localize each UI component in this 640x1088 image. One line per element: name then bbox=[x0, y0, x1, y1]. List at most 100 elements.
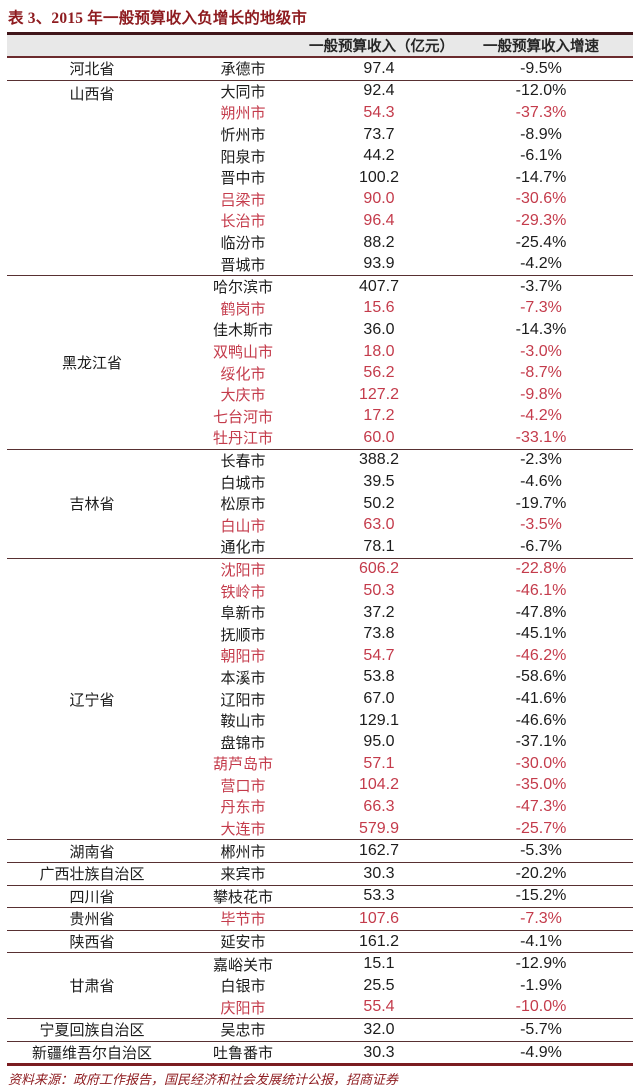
city-cell: 白银市 bbox=[220, 979, 266, 996]
city-cell: 毕节市 bbox=[177, 907, 309, 931]
table-row: 七台河市 17.2 -4.2% bbox=[7, 406, 633, 428]
revenue-cell: 39.5 bbox=[363, 473, 395, 491]
province-cell: 陕西省 bbox=[7, 929, 177, 953]
revenue-cell: 60.0 bbox=[363, 428, 395, 446]
revenue-cell: 66.3 bbox=[363, 797, 395, 815]
table-row: 白城市 39.5 -4.6% bbox=[7, 471, 633, 493]
growth-cell: -14.3% bbox=[515, 320, 567, 338]
city-cell: 来宾市 bbox=[177, 861, 309, 886]
table-title: 表 3、2015 年一般预算收入负增长的地级市 bbox=[8, 10, 308, 27]
table-row: 白银市 25.5 -1.9% bbox=[7, 975, 633, 997]
revenue-cell: 25.5 bbox=[363, 976, 395, 994]
table-row: 绥化市 56.2 -8.7% bbox=[7, 362, 633, 384]
table-row: 吉林省 长春市 388.2 -2.3% bbox=[7, 448, 633, 559]
title-rule bbox=[7, 32, 633, 35]
table-row: 晋城市 93.9 -4.2% bbox=[7, 253, 633, 275]
city-cell: 白山市 bbox=[220, 518, 266, 535]
revenue-cell: 15.1 bbox=[309, 952, 449, 975]
city-cell: 白城市 bbox=[220, 475, 266, 492]
table-row: 盘锦市 95.0 -37.1% bbox=[7, 731, 633, 753]
table-row: 宁夏回族自治区 吴忠市 32.0 -5.7% bbox=[7, 1018, 633, 1042]
table-row: 朝阳市 54.7 -46.2% bbox=[7, 645, 633, 667]
city-cell: 承德市 bbox=[220, 62, 266, 79]
table-row: 忻州市 73.7 -8.9% bbox=[7, 124, 633, 146]
table-row: 大庆市 127.2 -9.8% bbox=[7, 384, 633, 406]
revenue-cell: 407.7 bbox=[309, 274, 449, 298]
table-row: 松原市 50.2 -19.7% bbox=[7, 493, 633, 515]
growth-cell: -58.6% bbox=[515, 668, 567, 686]
growth-cell: -5.7% bbox=[449, 1018, 633, 1042]
table-row: 湖南省 郴州市 162.7 -5.3% bbox=[7, 839, 633, 863]
revenue-cell: 606.2 bbox=[309, 557, 449, 581]
revenue-cell: 18.0 bbox=[363, 342, 395, 360]
growth-cell: -2.3% bbox=[449, 448, 633, 472]
table-row: 抚顺市 73.8 -45.1% bbox=[7, 623, 633, 645]
growth-cell: -1.9% bbox=[520, 976, 562, 994]
revenue-cell: 67.0 bbox=[363, 690, 395, 708]
table-row: 长治市 96.4 -29.3% bbox=[7, 210, 633, 232]
header-growth-cell: 一般预算收入增速 bbox=[449, 35, 633, 58]
city-cell: 吐鲁番市 bbox=[177, 1040, 309, 1064]
revenue-cell: 54.7 bbox=[363, 646, 395, 664]
province-cell: 山西省 bbox=[7, 79, 177, 276]
revenue-cell: 50.3 bbox=[363, 582, 395, 600]
revenue-cell: 78.1 bbox=[363, 537, 395, 555]
growth-cell: -47.8% bbox=[515, 603, 567, 621]
city-cell: 阜新市 bbox=[220, 606, 266, 623]
table-row: 甘肃省 嘉峪关市 15.1 -12.9% bbox=[7, 952, 633, 1019]
table-row: 牡丹江市 60.0 -33.1% bbox=[7, 427, 633, 449]
city-cell: 临汾市 bbox=[220, 236, 266, 253]
revenue-cell: 93.9 bbox=[363, 255, 395, 273]
city-cell: 吴忠市 bbox=[177, 1018, 309, 1042]
city-cell: 忻州市 bbox=[220, 128, 266, 145]
growth-cell: -37.1% bbox=[515, 733, 567, 751]
province-cell: 河北省 bbox=[69, 62, 115, 79]
growth-cell: -45.1% bbox=[515, 625, 567, 643]
revenue-cell: 36.0 bbox=[363, 320, 395, 338]
province-cell: 甘肃省 bbox=[7, 952, 177, 1019]
source-note: 资料来源：政府工作报告，国民经济和社会发展统计公报，招商证券 bbox=[8, 1072, 399, 1088]
city-cell: 本溪市 bbox=[220, 670, 266, 687]
city-cell: 郴州市 bbox=[177, 839, 309, 863]
province-cell: 广西壮族自治区 bbox=[7, 861, 177, 886]
table-row: 鹤岗市 15.6 -7.3% bbox=[7, 298, 633, 320]
growth-cell: -20.2% bbox=[449, 861, 633, 886]
city-cell: 双鸭山市 bbox=[212, 345, 273, 362]
province-cell: 新疆维吾尔自治区 bbox=[7, 1040, 177, 1064]
revenue-cell: 100.2 bbox=[358, 168, 400, 186]
city-cell: 朝阳市 bbox=[220, 649, 266, 666]
growth-cell: -5.3% bbox=[449, 839, 633, 863]
header-row: 一般预算收入（亿元） 一般预算收入增速 bbox=[7, 35, 633, 58]
growth-cell: -12.0% bbox=[449, 79, 633, 103]
city-cell: 延安市 bbox=[177, 929, 309, 953]
province-cell: 吉林省 bbox=[7, 448, 177, 559]
city-cell: 沈阳市 bbox=[177, 557, 309, 581]
table-row: 丹东市 66.3 -47.3% bbox=[7, 796, 633, 818]
revenue-cell: 32.0 bbox=[309, 1018, 449, 1042]
city-cell: 阳泉市 bbox=[220, 149, 266, 166]
table-body: 河北省 承德市 97.4 -9.5% 山西省 大同市 92.4 -12.0% 朔州市 54.3 -3… bbox=[7, 57, 633, 1064]
table-row: 黑龙江省 哈尔滨市 407.7 -3.7% bbox=[7, 274, 633, 450]
table-row: 本溪市 53.8 -58.6% bbox=[7, 667, 633, 689]
revenue-cell: 53.8 bbox=[363, 668, 395, 686]
city-cell: 营口市 bbox=[220, 778, 266, 795]
revenue-cell: 57.1 bbox=[363, 754, 395, 772]
table-row: 葫芦岛市 57.1 -30.0% bbox=[7, 753, 633, 775]
header-revenue-cell: 一般预算收入（亿元） bbox=[309, 35, 454, 58]
city-cell: 鞍山市 bbox=[220, 714, 266, 731]
growth-cell: -4.9% bbox=[449, 1040, 633, 1064]
growth-cell: -30.0% bbox=[515, 754, 567, 772]
province-cell: 湖南省 bbox=[7, 839, 177, 863]
city-cell: 铁岭市 bbox=[220, 584, 266, 601]
city-cell: 长春市 bbox=[177, 448, 309, 472]
city-cell: 朔州市 bbox=[220, 106, 266, 123]
revenue-cell: 129.1 bbox=[358, 711, 400, 729]
table-row: 铁岭市 50.3 -46.1% bbox=[7, 580, 633, 602]
table-row: 广西壮族自治区 来宾市 30.3 -20.2% bbox=[7, 861, 633, 886]
growth-cell: -6.1% bbox=[520, 147, 562, 165]
city-cell: 松原市 bbox=[220, 497, 266, 514]
growth-cell: -8.9% bbox=[520, 125, 562, 143]
revenue-cell: 17.2 bbox=[363, 407, 395, 425]
table-row: 晋中市 100.2 -14.7% bbox=[7, 167, 633, 189]
